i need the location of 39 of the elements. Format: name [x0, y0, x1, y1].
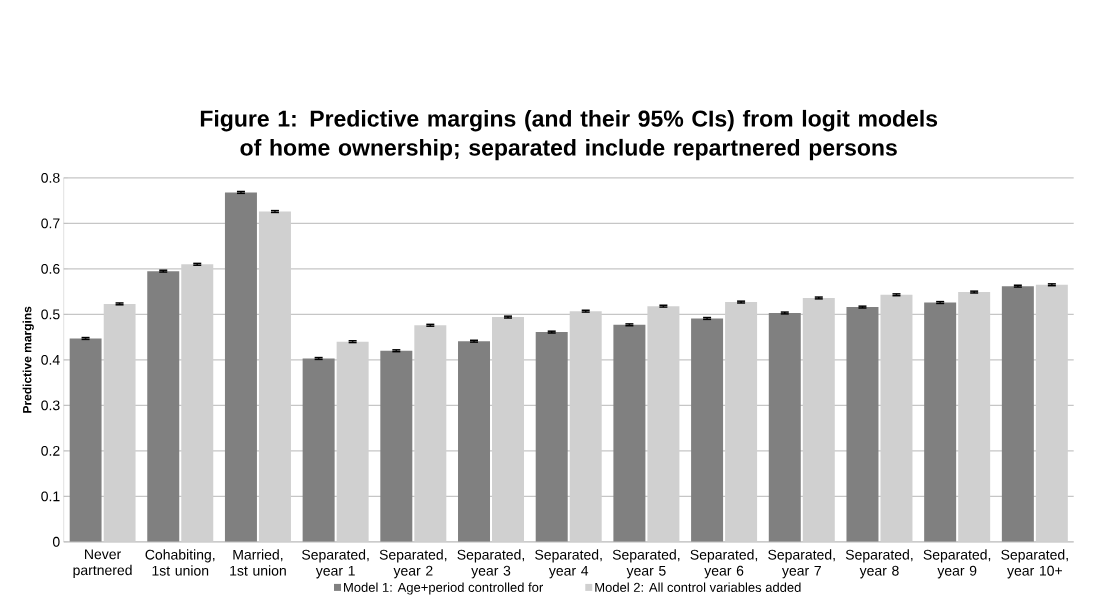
- x-tick-label: Separated, year 6: [690, 549, 758, 579]
- y-tick-label: 0.5: [41, 309, 60, 320]
- bar: [69, 338, 102, 542]
- y-tick-label: 0.8: [41, 172, 60, 183]
- bar: [691, 318, 724, 542]
- y-tick-label: 0.7: [41, 218, 60, 229]
- bar: [147, 271, 180, 542]
- x-tick-label: Separated, year 3: [457, 549, 524, 579]
- bar: [458, 341, 491, 542]
- bar: [302, 358, 335, 542]
- x-tick-label: Separated, year 9: [923, 549, 991, 579]
- x-tick-label: Cohabiting, 1st union: [145, 549, 215, 576]
- y-tick-label: 0: [52, 536, 60, 547]
- y-tick-label: 0.1: [41, 491, 60, 502]
- bar: [535, 332, 568, 542]
- legend-label: Model 2: All control variables added: [595, 582, 801, 592]
- bar: [613, 324, 646, 542]
- y-tick-label: 0.3: [41, 400, 60, 411]
- y-tick-label: 0.6: [41, 263, 60, 274]
- x-tick-label: Never partnered: [73, 549, 132, 578]
- x-tick-label: Separated, year 8: [845, 549, 913, 579]
- x-tick-label: Separated, year 10+: [1001, 549, 1068, 579]
- chart-title: Figure 1: Predictive margins (and their 95% CIs) from logit models of home ownership; separated include repartnered persons: [200, 109, 938, 161]
- y-tick-label: 0.2: [41, 445, 60, 456]
- x-tick-label: Separated, year 7: [768, 549, 835, 579]
- y-tick-label: 0.4: [41, 354, 60, 365]
- bar: [380, 350, 413, 542]
- x-tick-label: Separated, year 5: [612, 549, 680, 579]
- bar: [924, 302, 957, 542]
- bar: [846, 307, 879, 542]
- bar: [768, 312, 801, 542]
- x-tick-label: Married, 1st union: [230, 549, 286, 576]
- x-tick-label: Separated, year 1: [302, 549, 369, 579]
- bar: [224, 192, 257, 542]
- legend-label: Model 1: Age+period controlled for: [344, 582, 544, 595]
- x-tick-label: Separated, year 2: [379, 549, 447, 579]
- bar: [1001, 286, 1034, 542]
- x-tick-label: Separated, year 4: [535, 549, 602, 579]
- y-axis-title: Predictive margins: [22, 306, 34, 413]
